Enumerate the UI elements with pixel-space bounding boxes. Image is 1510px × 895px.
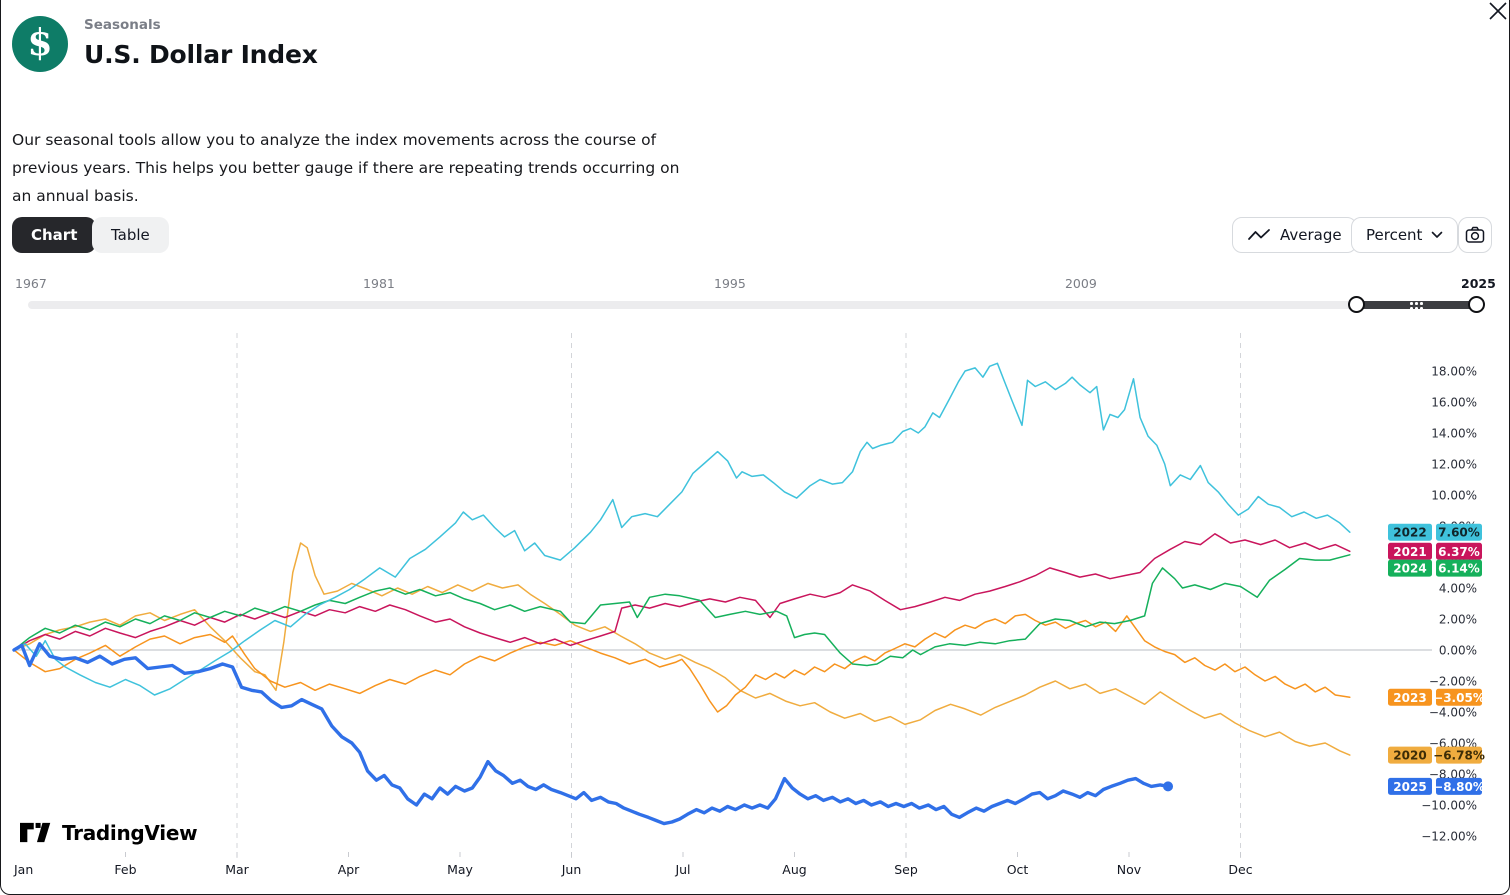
x-axis-label-jul: Jul — [674, 862, 690, 877]
value-badge-2020[interactable] — [1436, 746, 1482, 764]
x-axis-label-dec: Dec — [1228, 862, 1252, 877]
average-label: Average — [1280, 226, 1342, 244]
tradingview-logo-icon — [20, 822, 51, 843]
percent-label: Percent — [1366, 226, 1423, 244]
x-axis-label-apr: Apr — [338, 862, 360, 877]
page-title: U.S. Dollar Index — [84, 40, 318, 69]
year-range-selected[interactable] — [1356, 301, 1477, 309]
y-axis-label: 2.00% — [1439, 613, 1477, 627]
slider-year-label-2009: 2009 — [1064, 276, 1097, 291]
value-badge-label-2022: 7.60% — [1438, 526, 1480, 540]
series-end-dot-2025[interactable] — [1163, 781, 1174, 792]
value-badge-2025[interactable] — [1436, 777, 1482, 795]
x-axis-label-jun: Jun — [561, 862, 582, 877]
tab-chart[interactable]: Chart — [12, 217, 97, 253]
x-axis-label-jan: Jan — [13, 862, 33, 877]
value-badge-label-2024: 6.14% — [1438, 562, 1480, 576]
value-badge-label-2025: −8.80% — [1433, 780, 1485, 794]
value-badge-2021[interactable] — [1436, 542, 1482, 560]
x-axis-label-aug: Aug — [782, 862, 806, 877]
year-badge-2022[interactable] — [1388, 523, 1432, 541]
year-badge-2023[interactable] — [1388, 688, 1432, 706]
x-axis-label-nov: Nov — [1117, 862, 1142, 877]
y-axis-label: 4.00% — [1439, 582, 1477, 596]
range-handle-start[interactable] — [1347, 296, 1365, 313]
value-badge-label-2021: 6.37% — [1438, 545, 1480, 559]
year-badge-label-2024: 2024 — [1393, 562, 1426, 576]
y-axis-label: 14.00% — [1431, 427, 1477, 441]
value-badge-label-2023: −3.05% — [1433, 691, 1485, 705]
y-axis-label: 12.00% — [1431, 458, 1477, 472]
year-badge-2024[interactable] — [1388, 559, 1432, 577]
y-axis-label: −12.00% — [1421, 830, 1477, 844]
tab-chart-label: Chart — [31, 226, 78, 244]
description-text: Our seasonal tools allow you to analyze … — [12, 130, 680, 205]
year-range-track[interactable] — [28, 301, 1482, 309]
y-axis-label: −10.00% — [1421, 799, 1477, 813]
y-axis-label: 0.00% — [1439, 644, 1477, 658]
y-axis-label: 16.00% — [1431, 396, 1477, 410]
x-axis-label-mar: Mar — [225, 862, 249, 877]
slider-year-label-1995: 1995 — [714, 276, 746, 291]
slider-year-label-1967: 1967 — [15, 276, 47, 291]
average-toggle-button[interactable]: Average — [1232, 217, 1357, 253]
x-axis-label-sep: Sep — [894, 862, 918, 877]
year-badge-label-2020: 2020 — [1393, 749, 1426, 763]
value-badge-2022[interactable] — [1436, 523, 1482, 541]
tab-table[interactable]: Table — [92, 217, 169, 253]
year-badge-label-2022: 2022 — [1393, 526, 1426, 540]
year-badge-2020[interactable] — [1388, 746, 1432, 764]
close-icon[interactable] — [1484, 0, 1510, 25]
kicker-seasonals: Seasonals — [84, 17, 161, 33]
y-axis-label: 10.00% — [1431, 489, 1477, 503]
x-axis-label-feb: Feb — [114, 862, 136, 877]
x-axis-label-may: May — [447, 862, 473, 877]
year-badge-2025[interactable] — [1388, 777, 1432, 795]
y-axis-label: −4.00% — [1429, 706, 1477, 720]
percent-dropdown[interactable]: Percent — [1351, 217, 1459, 253]
tradingview-logo-text: TradingView — [62, 821, 198, 845]
y-axis-label: 18.00% — [1431, 365, 1477, 379]
series-line-2021[interactable] — [13, 533, 1351, 651]
average-line-icon — [1248, 229, 1270, 240]
tradingview-watermark[interactable]: TradingView — [20, 821, 198, 845]
chevron-down-icon — [1432, 231, 1443, 238]
tab-table-label: Table — [111, 226, 150, 244]
year-badge-2021[interactable] — [1388, 542, 1432, 560]
dollar-icon: $ — [12, 16, 68, 72]
series-line-2020[interactable] — [13, 542, 1351, 756]
screenshot-button[interactable] — [1458, 217, 1492, 253]
series-line-2023[interactable] — [13, 613, 1351, 713]
series-line-2022[interactable] — [13, 362, 1351, 696]
dollar-symbol: $ — [27, 22, 53, 64]
slider-year-label-2025: 2025 — [1461, 276, 1496, 291]
value-badge-2024[interactable] — [1436, 559, 1482, 577]
camera-icon — [1465, 226, 1485, 243]
year-badge-label-2023: 2023 — [1393, 691, 1426, 705]
range-handle-end[interactable] — [1468, 296, 1485, 313]
value-badge-label-2020: −6.78% — [1433, 749, 1485, 763]
year-badge-label-2025: 2025 — [1393, 780, 1426, 794]
series-line-2025[interactable] — [12, 642, 1170, 826]
slider-year-label-1981: 1981 — [363, 276, 395, 291]
x-axis-label-oct: Oct — [1007, 862, 1029, 877]
year-badge-label-2021: 2021 — [1393, 545, 1426, 559]
y-axis-label: −2.00% — [1429, 675, 1477, 689]
value-badge-2023[interactable] — [1436, 688, 1482, 706]
series-line-2024[interactable] — [13, 554, 1351, 667]
